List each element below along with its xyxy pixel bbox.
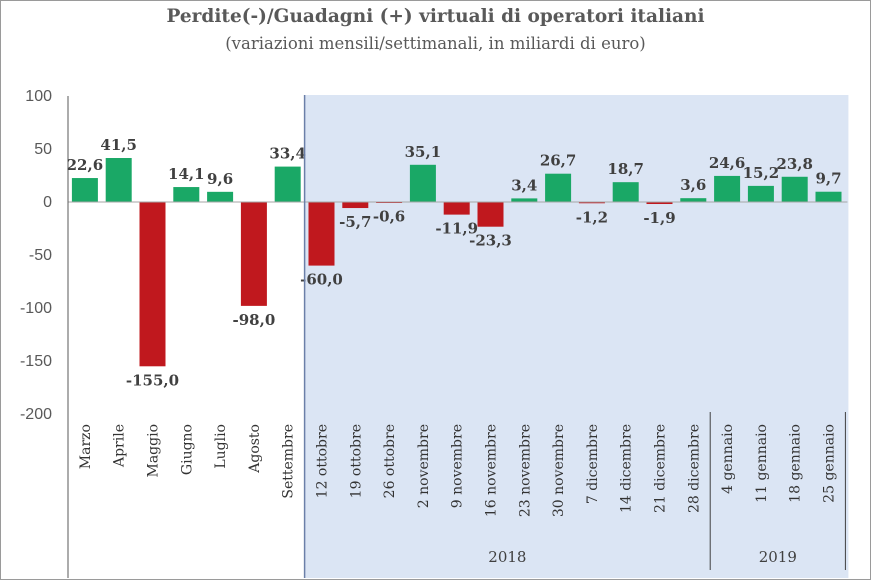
x-tick-label: 12 ottobre [315, 424, 331, 498]
data-label: -1,9 [643, 209, 675, 227]
y-tick-label: -150 [20, 353, 52, 370]
data-label: -155,0 [126, 371, 179, 389]
data-label: 35,1 [405, 143, 442, 161]
x-tick-label: 21 dicembre [653, 424, 669, 513]
data-label: -0,6 [373, 208, 405, 226]
x-tick-label: 9 novembre [450, 424, 466, 508]
bar-11 [443, 202, 470, 215]
bars-group [71, 158, 842, 367]
data-label: 33,4 [269, 145, 306, 163]
x-tick-label: 14 dicembre [619, 424, 635, 513]
bar-0 [71, 178, 98, 202]
y-tick-label: -200 [20, 406, 52, 423]
data-label: 3,6 [680, 176, 706, 194]
bar-13 [511, 198, 538, 202]
x-tick-label: Luglio [213, 424, 229, 469]
data-label: -23,3 [469, 232, 512, 250]
bar-19 [714, 175, 741, 202]
x-tick-label: Agosto [247, 424, 263, 474]
x-tick-label: 4 gennaio [720, 424, 736, 494]
data-label: 15,2 [743, 164, 780, 182]
bar-22 [815, 191, 842, 202]
x-tick-label: Maggio [146, 424, 162, 478]
data-label: 22,6 [67, 156, 104, 174]
data-label: 24,6 [709, 154, 746, 172]
data-label: -60,0 [300, 271, 343, 289]
data-label: -1,2 [576, 208, 608, 226]
year-label: 2018 [488, 548, 526, 566]
data-label: -98,0 [233, 311, 276, 329]
bar-2 [139, 202, 166, 367]
bar-4 [207, 191, 234, 202]
x-tick-label: 30 novembre [551, 424, 567, 517]
bar-10 [409, 164, 436, 202]
x-tick-label: Marzo [78, 424, 94, 469]
y-tick-label: 50 [34, 141, 52, 158]
y-tick-label: -100 [20, 300, 52, 317]
bar-18 [680, 198, 707, 202]
bar-14 [545, 173, 572, 202]
x-tick-label: 7 dicembre [585, 424, 601, 504]
bar-8 [342, 202, 369, 209]
bar-17 [646, 202, 673, 205]
x-axis-labels: Marzo Aprile Maggio Giugno Luglio Agosto Sette… [78, 424, 838, 517]
x-tick-label: 25 gennaio [822, 424, 838, 503]
x-tick-label: 2 novembre [416, 424, 432, 508]
y-tick-label: 0 [43, 194, 52, 211]
x-tick-label: Settembre [281, 424, 297, 499]
bar-16 [612, 182, 639, 202]
data-label: 26,7 [540, 152, 577, 170]
data-label: 18,7 [607, 160, 644, 178]
year-groups: 2018 2019 [488, 412, 846, 570]
y-tick-label: 100 [25, 88, 52, 105]
data-label: 14,1 [168, 165, 205, 183]
data-label: 9,7 [815, 170, 841, 188]
data-label: 9,6 [207, 170, 233, 188]
data-label: -5,7 [339, 213, 371, 231]
bar-15 [578, 202, 605, 204]
shaded-weekly-region [304, 95, 849, 578]
chart-title: Perdite(-)/Guadagni (+) virtuali di oper… [166, 6, 705, 27]
bar-1 [105, 158, 132, 202]
bar-5 [240, 202, 267, 306]
data-label: 23,8 [776, 155, 813, 173]
bar-21 [781, 176, 808, 202]
x-tick-label: 19 ottobre [348, 424, 364, 498]
bar-7 [308, 202, 335, 266]
x-tick-label: Giugno [179, 424, 195, 475]
x-tick-label: 18 gennaio [788, 424, 804, 503]
data-label: 41,5 [100, 136, 137, 154]
bar-20 [747, 185, 774, 202]
bar-3 [173, 187, 200, 202]
y-axis-ticks: 100 50 0 -50 -100 -150 -200 [20, 88, 52, 423]
x-tick-label: 16 novembre [484, 424, 500, 517]
chart-subtitle: (variazioni mensili/settimanali, in mili… [225, 34, 646, 53]
data-label: 3,4 [511, 176, 537, 194]
data-labels: 22,641,5-155,014,1 9,6-98,033,4-60,0-5,7-… [67, 136, 842, 389]
data-label: -11,9 [435, 220, 478, 238]
x-tick-label: 11 gennaio [754, 424, 770, 503]
year-label: 2019 [759, 548, 797, 566]
x-tick-label: 23 novembre [517, 424, 533, 517]
x-tick-label: 26 ottobre [382, 424, 398, 498]
bar-6 [274, 166, 301, 202]
x-tick-label: Aprile [112, 424, 128, 468]
y-tick-label: -50 [29, 247, 52, 264]
x-tick-label: 28 dicembre [686, 424, 702, 513]
bar-12 [477, 202, 504, 227]
